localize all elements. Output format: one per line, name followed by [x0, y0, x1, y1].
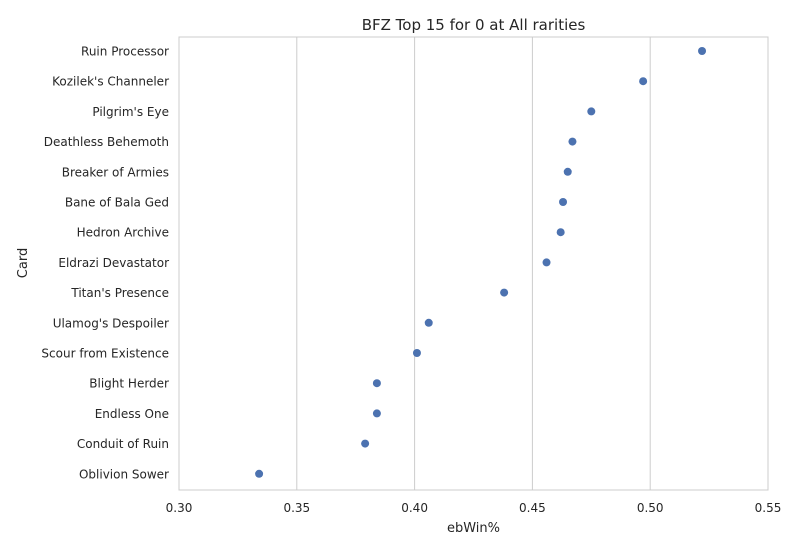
- data-point: [500, 288, 509, 297]
- x-tick-label: 0.45: [519, 501, 546, 515]
- grid-lines: [296, 37, 651, 490]
- y-tick-label: Eldrazi Devastator: [58, 256, 169, 270]
- data-point: [568, 137, 577, 146]
- y-tick-label: Ruin Processor: [81, 45, 169, 59]
- data-point: [542, 258, 551, 267]
- data-point: [412, 349, 421, 357]
- y-tick-label: Oblivion Sower: [79, 467, 169, 481]
- data-point: [361, 439, 370, 448]
- data-point: [556, 228, 565, 237]
- data-point: [639, 77, 648, 86]
- y-tick-label: Ulamog's Despoiler: [53, 316, 169, 330]
- data-points: [255, 47, 707, 478]
- data-point: [372, 409, 381, 418]
- plot-frame: [178, 36, 769, 491]
- y-tick-label: Bane of Bala Ged: [65, 196, 169, 210]
- x-tick-labels: 0.30 0.35 0.40 0.45 0.50 0.55: [166, 501, 782, 515]
- y-tick-labels: Ruin Processor Kozilek's Channeler Pilgrim…: [41, 45, 169, 482]
- y-tick-label: Blight Herder: [89, 377, 169, 391]
- y-tick-label: Kozilek's Channeler: [52, 75, 169, 89]
- y-tick-label: Pilgrim's Eye: [92, 105, 169, 119]
- data-point: [255, 469, 264, 478]
- data-point: [698, 47, 707, 55]
- data-point: [563, 167, 572, 176]
- y-tick-label: Breaker of Armies: [62, 165, 169, 179]
- y-tick-label: Titan's Presence: [70, 286, 169, 300]
- x-axis-label: ebWin%: [447, 521, 500, 536]
- x-tick-label: 0.50: [637, 501, 664, 515]
- data-point: [587, 107, 596, 116]
- data-point: [559, 198, 568, 206]
- data-point: [424, 318, 433, 327]
- y-tick-label: Endless One: [95, 407, 169, 421]
- chart-title: BFZ Top 15 for 0 at All rarities: [362, 16, 586, 34]
- x-tick-label: 0.40: [401, 501, 428, 515]
- x-tick-label: 0.55: [755, 501, 782, 515]
- data-point: [372, 379, 381, 388]
- x-tick-label: 0.30: [166, 501, 193, 515]
- y-tick-label: Deathless Behemoth: [44, 135, 169, 149]
- y-axis-label: Card: [16, 248, 31, 278]
- x-tick-label: 0.35: [283, 501, 310, 515]
- y-tick-label: Scour from Existence: [41, 347, 169, 361]
- y-tick-label: Conduit of Ruin: [77, 437, 169, 451]
- y-tick-label: Hedron Archive: [77, 226, 169, 240]
